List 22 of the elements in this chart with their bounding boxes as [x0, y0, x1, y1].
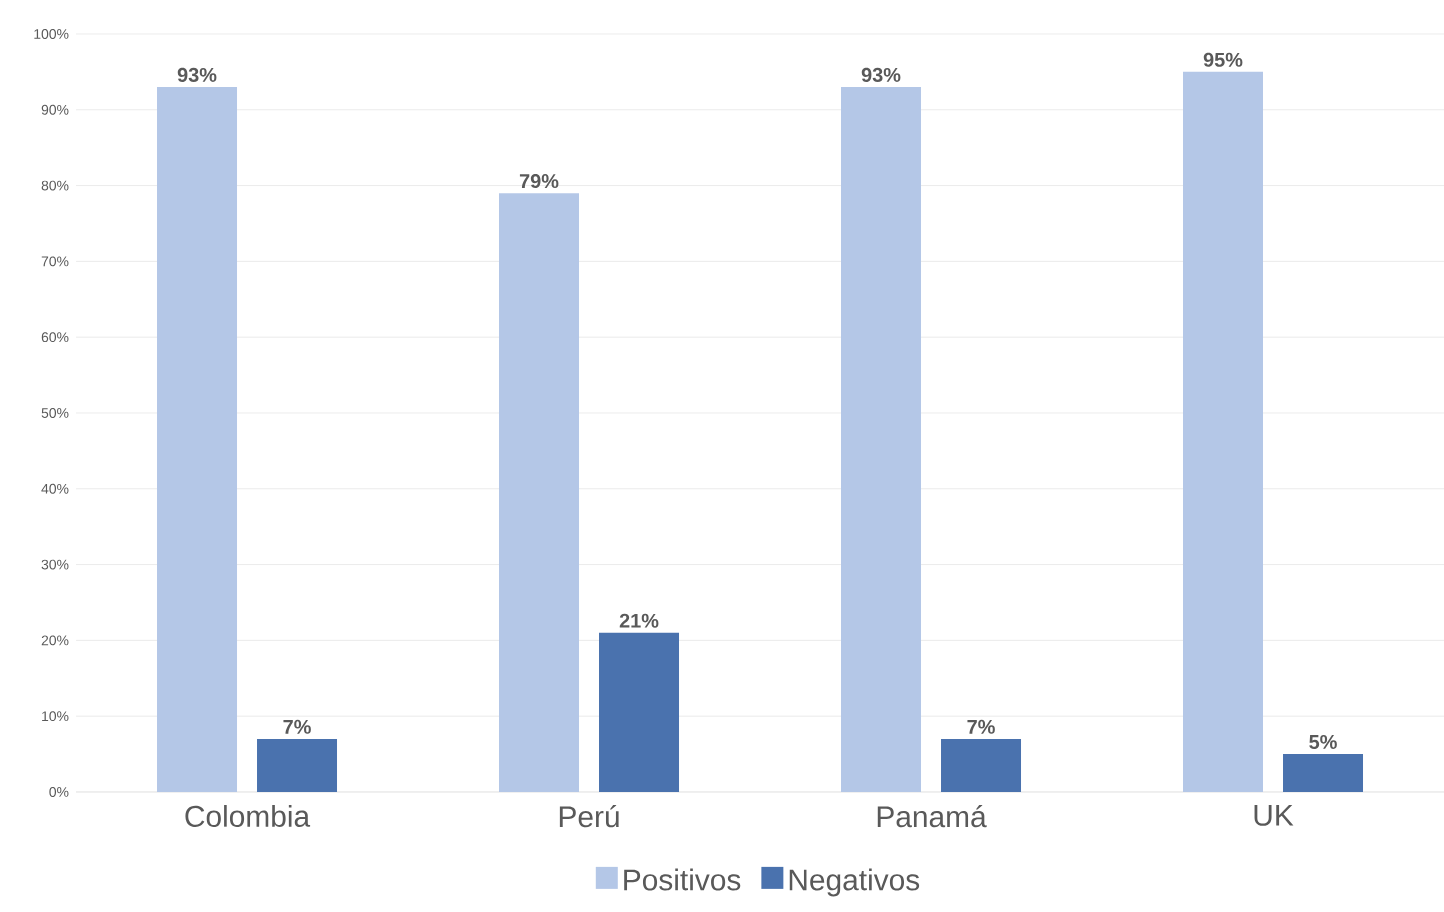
data-label: 5%: [1309, 734, 1337, 750]
legend-label: Negativos: [789, 868, 920, 897]
x-tick-label: Perú: [559, 805, 619, 828]
bar: [1283, 754, 1364, 792]
x-tick-label: Colombia: [185, 805, 311, 827]
data-label: 7%: [283, 719, 311, 734]
data-label: 79%: [519, 174, 559, 189]
bar: [941, 738, 1022, 792]
bar: [841, 87, 922, 792]
data-label: 93%: [177, 67, 217, 82]
legend-label: Positivos: [624, 868, 741, 891]
data-label: 93%: [861, 67, 901, 82]
bar: [599, 632, 680, 792]
x-tick-label: UK: [1254, 805, 1294, 826]
data-label: 95%: [1203, 52, 1243, 67]
bar: [499, 193, 580, 792]
bar: [257, 738, 338, 792]
x-tick-label: Panamá: [877, 805, 987, 828]
bar: [157, 87, 238, 792]
data-label: 21%: [619, 613, 659, 628]
data-label: 7%: [967, 719, 995, 734]
bar: [1183, 71, 1264, 792]
